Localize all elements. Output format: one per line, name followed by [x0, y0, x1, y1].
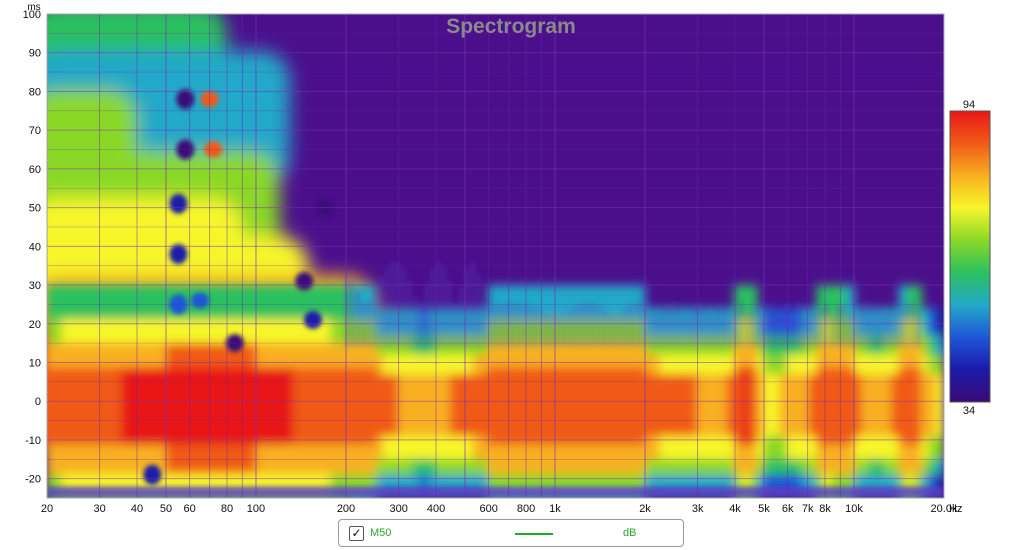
plot-border — [46, 13, 945, 499]
color-scale-gradient — [949, 110, 991, 403]
y-tick-label: 0 — [35, 396, 41, 408]
main-energy-band — [47, 285, 944, 498]
x-axis-ticks: 20 30 40 50 60 80 100 200 300 400 600 800 1k 2k 3k 4k 5k… — [41, 503, 958, 515]
chart-title: Spectrogram — [446, 15, 576, 38]
x-tick-label: 4k — [729, 503, 741, 515]
legend-panel: ✓ M50 dB — [338, 519, 684, 547]
x-tick-label: 30 — [94, 503, 106, 515]
legend-series-name: M50 — [370, 527, 392, 539]
x-tick-label: 300 — [389, 503, 407, 515]
x-tick-label: 600 — [479, 503, 497, 515]
x-axis-label: Hz — [949, 503, 962, 515]
reflection-spikes — [47, 261, 944, 498]
spectrogram-heatmap — [47, 14, 944, 498]
x-tick-label: 400 — [427, 503, 445, 515]
y-tick-label: 50 — [29, 203, 41, 215]
y-tick-label: -10 — [25, 435, 41, 447]
legend-series-unit: dB — [623, 527, 637, 539]
x-tick-label: 20 — [41, 503, 53, 515]
x-tick-label: 20.0k — [931, 503, 958, 515]
x-tick-label: 8k — [819, 503, 831, 515]
color-scale-max: 94 — [963, 99, 975, 111]
y-tick-label: 30 — [29, 280, 41, 292]
x-tick-label: 50 — [160, 503, 172, 515]
x-tick-label: 3k — [692, 503, 704, 515]
x-tick-label: 1k — [549, 503, 561, 515]
x-tick-label: 60 — [184, 503, 196, 515]
y-tick-label: 70 — [29, 125, 41, 137]
x-tick-label: 2k — [639, 503, 651, 515]
x-tick-label: 800 — [517, 503, 535, 515]
legend-series-line — [515, 533, 553, 535]
y-tick-label: -20 — [25, 474, 41, 486]
y-tick-label: 80 — [29, 86, 41, 98]
y-tick-label: 90 — [29, 48, 41, 60]
x-tick-label: 6k — [782, 503, 794, 515]
y-tick-label: 10 — [29, 357, 41, 369]
y-tick-label: 100 — [23, 9, 41, 21]
x-tick-label: 200 — [337, 503, 355, 515]
y-tick-label: 20 — [29, 319, 41, 331]
x-tick-label: 7k — [802, 503, 814, 515]
color-scale-bar: 94 34 — [949, 99, 991, 417]
color-scale-min: 34 — [963, 405, 975, 417]
x-tick-label: 5k — [758, 503, 770, 515]
grid-lines — [47, 14, 944, 498]
x-tick-label: 10k — [845, 503, 863, 515]
series-visibility-checkbox[interactable]: ✓ — [349, 526, 364, 541]
y-tick-label: 40 — [29, 241, 41, 253]
x-tick-label: 100 — [247, 503, 265, 515]
y-axis-label: ms — [27, 2, 40, 13]
x-tick-label: 80 — [221, 503, 233, 515]
y-tick-label: 60 — [29, 164, 41, 176]
x-tick-label: 40 — [131, 503, 143, 515]
